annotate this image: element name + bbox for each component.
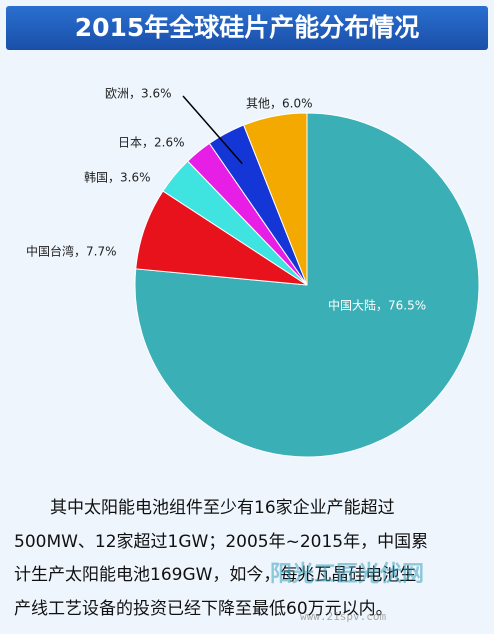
leader-line <box>182 95 243 165</box>
paragraph: 其中太阳能电池组件至少有16家企业产能超过 500MW、12家超过1GW；200… <box>14 492 488 626</box>
watermark: 阳光工匠光伏网 <box>270 562 425 587</box>
text-line: 其中太阳能电池组件至少有16家企业产能超过 <box>50 498 395 518</box>
slice-label: 其他，6.0% <box>246 97 313 111</box>
chart-title: 2015年全球硅片产能分布情况 <box>6 6 488 50</box>
slice-label: 中国大陆，76.5% <box>328 298 426 313</box>
slice-label: 日本，2.6% <box>118 136 185 150</box>
slice-label: 中国台湾，7.7% <box>26 244 117 259</box>
text-line: 500MW、12家超过1GW；2005年~2015年，中国累 <box>14 531 429 552</box>
chart: 中国大陆，76.5% 中国台湾，7.7% 韩国，3.6% 日本，2.6% 欧洲，3.6%… <box>26 87 480 458</box>
text-line: 产线工艺设备的投资已经下降至最低60万元以内。 <box>14 598 393 619</box>
text-line: 计生产太阳能电池169GW，如今，每兆瓦晶硅电池生 <box>14 565 417 585</box>
slice-label: 欧洲，3.6% <box>105 87 172 101</box>
slice-label: 韩国，3.6% <box>84 170 151 185</box>
watermark-url: www.21spv.com <box>300 610 387 623</box>
pie-slice <box>243 112 308 286</box>
